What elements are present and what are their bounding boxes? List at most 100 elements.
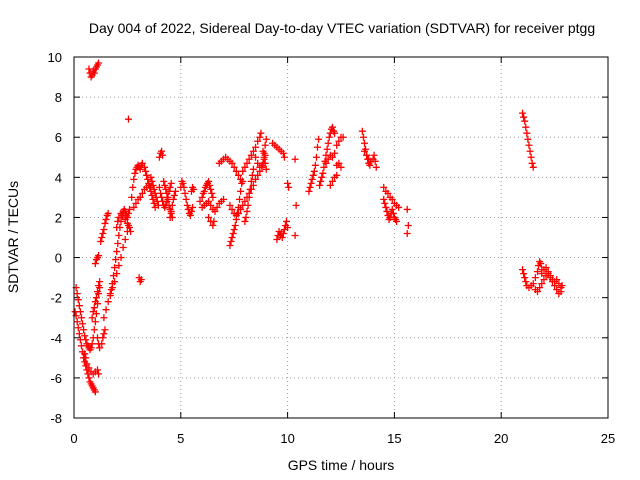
data-point [89,308,97,316]
data-point [180,183,188,191]
chart-title: Day 004 of 2022, Sidereal Day-to-day VTE… [89,20,595,36]
data-point [317,177,325,185]
data-point [558,282,566,290]
data-point [98,234,106,241]
data-point [126,205,134,213]
data-point [168,201,176,209]
data-point [210,217,218,225]
data-point [181,189,189,197]
data-point [128,193,136,201]
data-point [534,268,542,276]
data-point [239,167,247,175]
data-point [149,181,157,189]
data-point [234,209,242,217]
data-point [121,236,129,244]
data-point [261,159,269,167]
data-point [337,163,345,171]
data-point [249,147,257,155]
data-point [75,302,83,310]
data-point [257,129,265,137]
data-point [119,244,127,252]
data-point [292,201,300,209]
data-point [328,153,336,161]
data-point [83,360,91,368]
data-point [213,203,221,211]
data-point [324,155,332,163]
data-point [358,127,366,135]
data-point [243,207,251,215]
data-point [91,388,99,396]
data-point [93,288,101,296]
data-point [93,366,101,374]
data-point [247,185,255,193]
data-point [129,183,137,191]
data-point [161,181,169,189]
data-point [232,167,240,175]
data-point [121,215,129,223]
data-point [74,324,82,332]
data-point [114,240,122,248]
data-point [331,149,339,157]
data-point [371,157,379,165]
data-point [91,298,99,306]
data-point [119,211,127,219]
data-point [95,282,103,290]
data-point [273,236,281,244]
data-point [319,169,327,177]
data-point [226,201,234,209]
data-point [205,213,213,221]
data-point [536,284,544,292]
data-point [207,201,215,209]
data-point [519,266,527,274]
data-point [166,213,174,221]
data-point [206,181,214,189]
data-point [136,165,144,173]
data-point [523,129,531,137]
data-point [124,209,132,217]
data-point [249,181,257,189]
data-point [200,187,208,195]
data-point [85,65,93,73]
data-point [148,177,156,185]
data-point [226,242,234,250]
data-point [305,187,313,195]
data-point [363,151,371,159]
data-point [162,185,170,193]
data-point [81,350,89,358]
data-point [207,185,215,193]
data-points [71,59,566,396]
data-point [73,290,81,298]
data-point [243,159,251,167]
y-tick-label: 4 [55,170,62,185]
data-point [259,147,267,155]
data-point [383,207,391,215]
data-point [238,179,246,187]
data-point [85,374,93,382]
y-tick-label: -6 [50,371,62,386]
data-point [245,155,253,163]
x-tick-label: 25 [601,431,615,446]
data-point [115,262,123,270]
data-point [100,314,108,322]
data-point [166,183,174,191]
data-point [279,149,287,157]
data-point [142,167,150,175]
data-point [237,187,245,195]
data-point [115,213,123,221]
data-point [209,221,217,229]
data-point [124,115,132,123]
data-point [241,163,249,171]
data-point [159,151,167,159]
data-point [227,238,235,246]
y-tick-label: 0 [55,251,62,266]
data-point [208,189,216,197]
data-point [382,203,390,211]
data-point [90,326,98,334]
data-point [359,133,367,141]
data-point [526,147,534,155]
data-point [79,320,87,328]
y-tick-label: -8 [50,411,62,426]
data-point [74,296,82,304]
data-point [196,197,204,205]
data-point [143,171,151,179]
